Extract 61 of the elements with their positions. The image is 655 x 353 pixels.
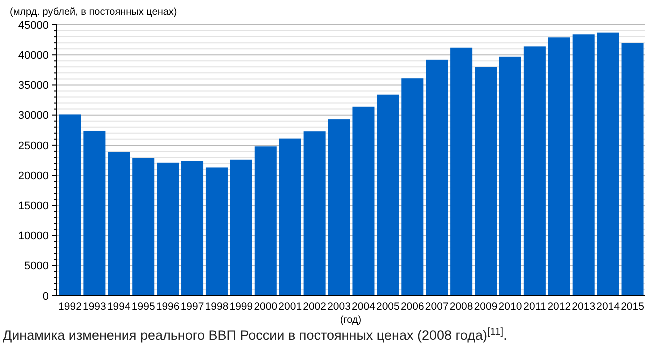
y-tick-label: 0	[42, 290, 49, 303]
x-tick-label: 1995	[132, 301, 156, 313]
x-tick-label: 2015	[621, 301, 645, 313]
x-tick-label: 2005	[376, 301, 400, 313]
y-tick-label: 30000	[18, 110, 49, 122]
x-tick-label: 2001	[278, 301, 302, 313]
x-tick-label: 1996	[156, 301, 180, 313]
x-tick-label: 2004	[352, 301, 376, 313]
bar	[377, 94, 400, 296]
bar	[352, 106, 375, 296]
x-tick-label: 1992	[58, 301, 82, 313]
x-tick-label: 2008	[450, 301, 474, 313]
bar	[59, 114, 82, 296]
x-axis-title: (год)	[340, 315, 362, 326]
x-tick-label: 2012	[548, 301, 572, 313]
x-tick-label: 2014	[596, 301, 620, 313]
bar	[84, 130, 106, 296]
x-tick-label: 1998	[205, 301, 229, 313]
x-tick-label: 2000	[254, 301, 278, 313]
bar	[304, 132, 326, 296]
bar	[548, 38, 570, 296]
y-tick-label: 15000	[18, 200, 49, 213]
bar	[182, 161, 204, 296]
y-tick-label: 10000	[18, 230, 49, 243]
bar	[426, 60, 448, 296]
bar	[206, 168, 228, 296]
bar	[450, 48, 473, 296]
bar	[230, 160, 252, 296]
x-tick-label: 1999	[230, 301, 254, 313]
bar	[108, 152, 130, 296]
y-tick-label: 20000	[18, 170, 49, 182]
bar	[622, 43, 644, 296]
x-tick-label: 2002	[303, 301, 327, 313]
bar	[328, 120, 350, 296]
text: Динамика изменения реального ВВП России в постоянных ценах (2008 года)$^{[11]}$.	[3, 326, 508, 343]
x-tick-label: 2006	[400, 301, 424, 313]
bar	[475, 67, 498, 296]
bar	[524, 46, 546, 296]
y-tick-label: 25000	[18, 140, 49, 152]
x-tick-label: 2003	[328, 301, 352, 313]
bar	[597, 32, 620, 296]
x-tick-label: 1993	[83, 301, 107, 313]
x-tick-label: 2009	[474, 301, 498, 313]
bar	[279, 138, 302, 296]
x-tick-label: 2011	[524, 301, 546, 313]
x-tick-label: 1994	[107, 301, 131, 313]
x-tick-label: 2007	[425, 301, 449, 313]
x-tick-label: 1997	[180, 301, 204, 313]
bar	[572, 34, 595, 296]
bar	[132, 158, 155, 296]
y-axis-title: (млрд. рублей, в постоянных ценах)	[10, 7, 178, 18]
bar	[157, 162, 180, 296]
y-tick-label: 5000	[24, 260, 49, 273]
bar	[402, 78, 424, 296]
y-tick-label: 40000	[18, 50, 49, 62]
bar	[254, 146, 277, 296]
y-tick-label: 45000	[18, 20, 49, 32]
bar	[499, 56, 522, 296]
y-tick-label: 35000	[18, 80, 49, 92]
x-tick-label: 2013	[572, 301, 596, 313]
x-tick-label: 2010	[498, 301, 522, 313]
